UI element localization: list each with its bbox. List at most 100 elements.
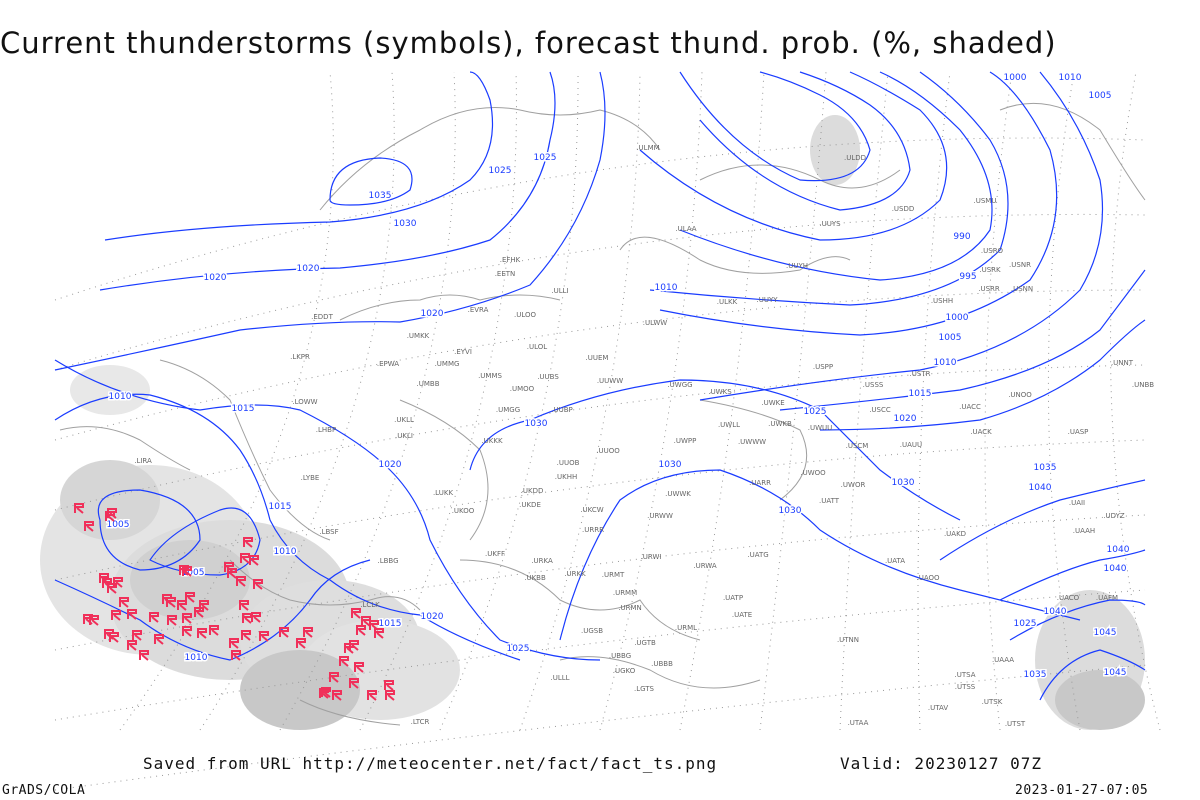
isobar-label: 1030	[525, 419, 548, 429]
station-label: .UMBB	[417, 380, 440, 388]
station-label: .LGTS	[634, 685, 655, 693]
isobar-line	[54, 559, 371, 661]
software-credit: GrADS/COLA	[2, 783, 86, 798]
isobar-label: 1025	[534, 153, 557, 163]
station-label: .LCLK	[360, 601, 380, 609]
station-label: .URWI	[641, 553, 662, 561]
station-label: .UKKK	[481, 437, 503, 445]
thunderstorm-icon	[127, 640, 137, 651]
thunderstorm-icon	[182, 613, 192, 624]
station-labels: .ULMM .ULDD .USDD .USMU .UUYS .ULAA .USRO .UUYH…	[134, 144, 1154, 728]
station-label: .EFHK	[500, 256, 521, 264]
station-label: .UUYH	[786, 262, 808, 270]
parallel-line	[54, 289, 1146, 441]
station-label: .URMM	[613, 589, 637, 597]
coastline	[339, 294, 561, 321]
isobar-line	[939, 479, 1146, 561]
station-label: .UKFF	[485, 550, 505, 558]
thunderstorm-icon	[279, 627, 289, 638]
station-label: .LKPR	[290, 353, 310, 361]
meridian-line	[839, 71, 889, 731]
station-label: .EETN	[495, 270, 516, 278]
isobar-label: 1010	[934, 358, 957, 368]
probability-shade-area	[810, 115, 860, 185]
isobar-line	[649, 71, 1009, 306]
station-label: .UNBB	[1132, 381, 1154, 389]
station-label: .UKOO	[452, 507, 475, 515]
thunderstorm-icon	[321, 687, 331, 698]
station-label: .UKDD	[521, 487, 544, 495]
isobar-line	[97, 489, 201, 571]
station-label: .URKA	[531, 557, 553, 565]
station-label: .USDD	[892, 205, 915, 213]
isobar-label: 1010	[109, 392, 132, 402]
station-label: .ULOO	[514, 311, 537, 319]
isobar-label: 1020	[297, 264, 320, 274]
isobar-label: 1040	[1104, 564, 1127, 574]
station-label: .UGKO	[613, 667, 636, 675]
station-label: .USCM	[846, 442, 869, 450]
station-label: .UMKK	[407, 332, 430, 340]
thunderstorm-icon	[74, 503, 84, 514]
station-label: .LOWW	[292, 398, 317, 406]
station-label: .USRR	[978, 285, 1000, 293]
thunderstorm-icon	[296, 638, 306, 649]
thunderstorm-icon	[224, 562, 234, 573]
station-label: .UTSA	[955, 671, 976, 679]
station-label: .UTST	[1005, 720, 1026, 728]
thunderstorm-icon	[384, 680, 394, 691]
isobar-line	[329, 157, 413, 206]
thunderstorm-icon	[229, 638, 239, 649]
thunderstorm-icon	[182, 566, 192, 577]
isobar-label: 1010	[274, 547, 297, 557]
thunderstorm-icon	[84, 521, 94, 532]
isobar-label: 1005	[939, 333, 962, 343]
thunderstorm-icon	[107, 583, 117, 594]
thunderstorm-icon	[177, 600, 187, 611]
coastline	[399, 399, 489, 541]
isobar-label: 1005	[107, 520, 130, 530]
isobar-label: 1035	[1034, 463, 1057, 473]
isobar-label: 1025	[507, 644, 530, 654]
station-label: .ULOL	[527, 343, 548, 351]
station-label: .UAUU	[900, 441, 922, 449]
station-label: .UKLL	[394, 416, 414, 424]
coastlines-borders	[59, 102, 1146, 726]
isobar-line	[54, 393, 521, 661]
isobar-line	[679, 71, 993, 281]
station-label: .UNOO	[1008, 391, 1032, 399]
thunderstorm-icon	[185, 592, 195, 603]
station-label: .UWGG	[667, 381, 692, 389]
isobar-line	[999, 549, 1146, 601]
probability-shade-area	[130, 540, 250, 620]
isobar-label: 1000	[946, 313, 969, 323]
isobar-line	[99, 71, 556, 291]
station-label: .UNNT	[1111, 359, 1134, 367]
thunderstorm-icon	[89, 615, 99, 626]
station-label: .URML	[675, 624, 697, 632]
thunderstorm-icon	[354, 662, 364, 673]
station-label: .UACC	[959, 403, 981, 411]
isobars	[54, 71, 1146, 701]
station-label: .LHBP	[316, 426, 336, 434]
station-label: .URWW	[647, 512, 673, 520]
station-label: .EPWA	[377, 360, 399, 368]
isobar-label: 1010	[185, 653, 208, 663]
isobar-label: 1030	[394, 219, 417, 229]
isobar-label: 1040	[1044, 607, 1067, 617]
isobar-line	[149, 507, 261, 576]
saved-from-url: Saved from URL http://meteocenter.net/fa…	[143, 754, 718, 773]
station-label: .UUOO	[596, 447, 620, 455]
isobar-line	[104, 71, 493, 241]
station-label: .UWKB	[768, 420, 792, 428]
station-label: .UUYS	[819, 220, 841, 228]
isobar-line	[1039, 649, 1146, 701]
station-label: .UKDE	[519, 501, 541, 509]
isobar-label: 1015	[232, 404, 255, 414]
station-label: .UACK	[970, 428, 992, 436]
isobar-label: 1045	[1094, 628, 1117, 638]
generated-timestamp: 2023-01-27-07:05	[1015, 783, 1149, 798]
thunderstorm-icon	[119, 597, 129, 608]
station-label: .UACO	[1057, 594, 1080, 602]
